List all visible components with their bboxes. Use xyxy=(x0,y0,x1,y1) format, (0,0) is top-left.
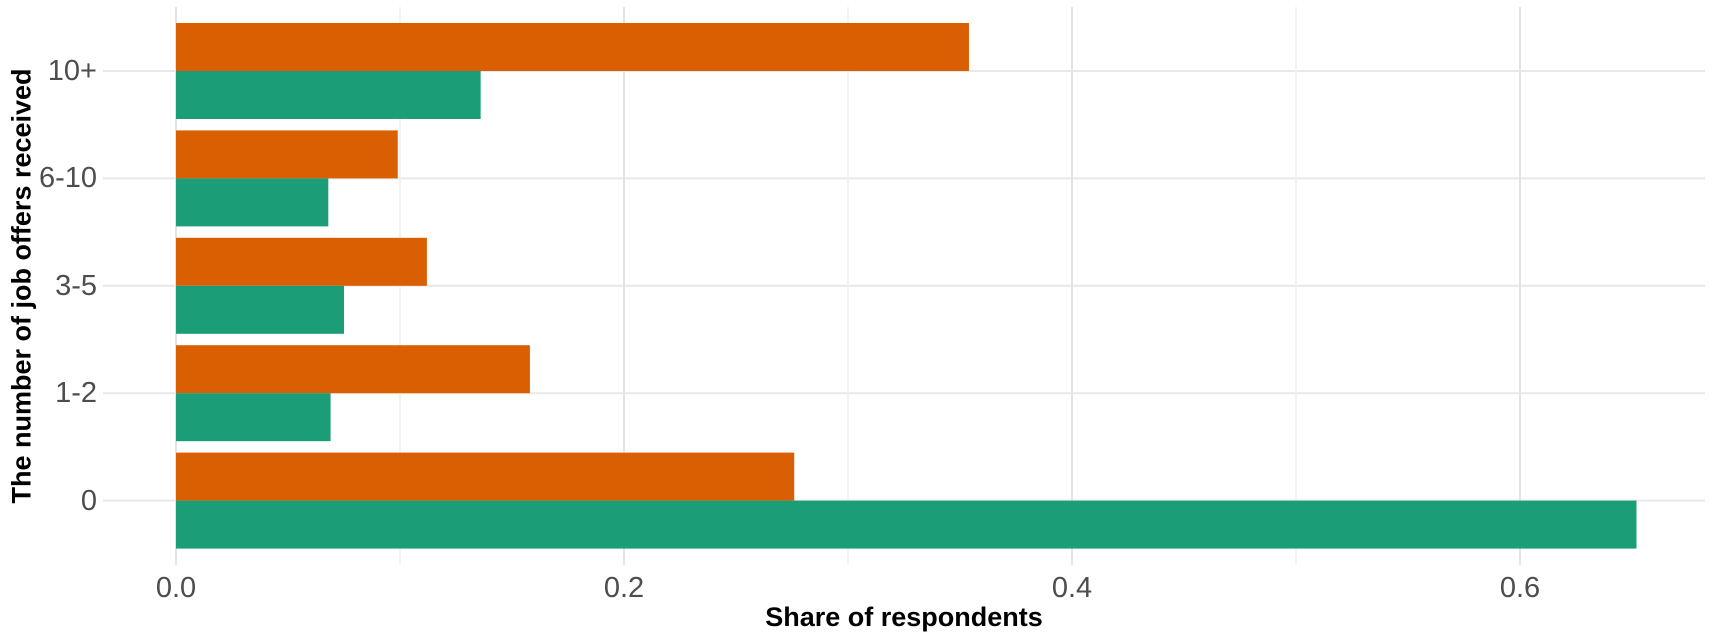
bar-green-0 xyxy=(176,500,1637,549)
bar-orange-6-10 xyxy=(176,130,398,179)
x-tick-label-0.2: 0.2 xyxy=(603,572,645,604)
x-tick-label-0.4: 0.4 xyxy=(1051,572,1093,604)
y-tick-label-10+: 10+ xyxy=(47,55,97,87)
x-tick-label-0.0: 0.0 xyxy=(155,572,197,604)
y-tick-label-0: 0 xyxy=(80,484,97,517)
bar-green-1-2 xyxy=(176,393,331,442)
bar-orange-3-5 xyxy=(176,237,427,286)
y-tick-label-3-5: 3-5 xyxy=(55,269,97,302)
bar-orange-0 xyxy=(176,452,795,501)
x-tick-label-0.6: 0.6 xyxy=(1499,572,1541,604)
y-tick-label-6-10: 6-10 xyxy=(38,162,97,195)
bar-green-6-10 xyxy=(176,178,329,227)
bar-orange-1-2 xyxy=(176,345,530,394)
bar-green-3-5 xyxy=(176,285,344,334)
x-axis-title: Share of respondents xyxy=(765,602,1043,632)
bar-green-10+ xyxy=(176,71,481,119)
y-axis-title: The number of job offers received xyxy=(6,68,37,504)
bar-orange-10+ xyxy=(176,23,969,71)
y-tick-label-1-2: 1-2 xyxy=(55,377,97,410)
